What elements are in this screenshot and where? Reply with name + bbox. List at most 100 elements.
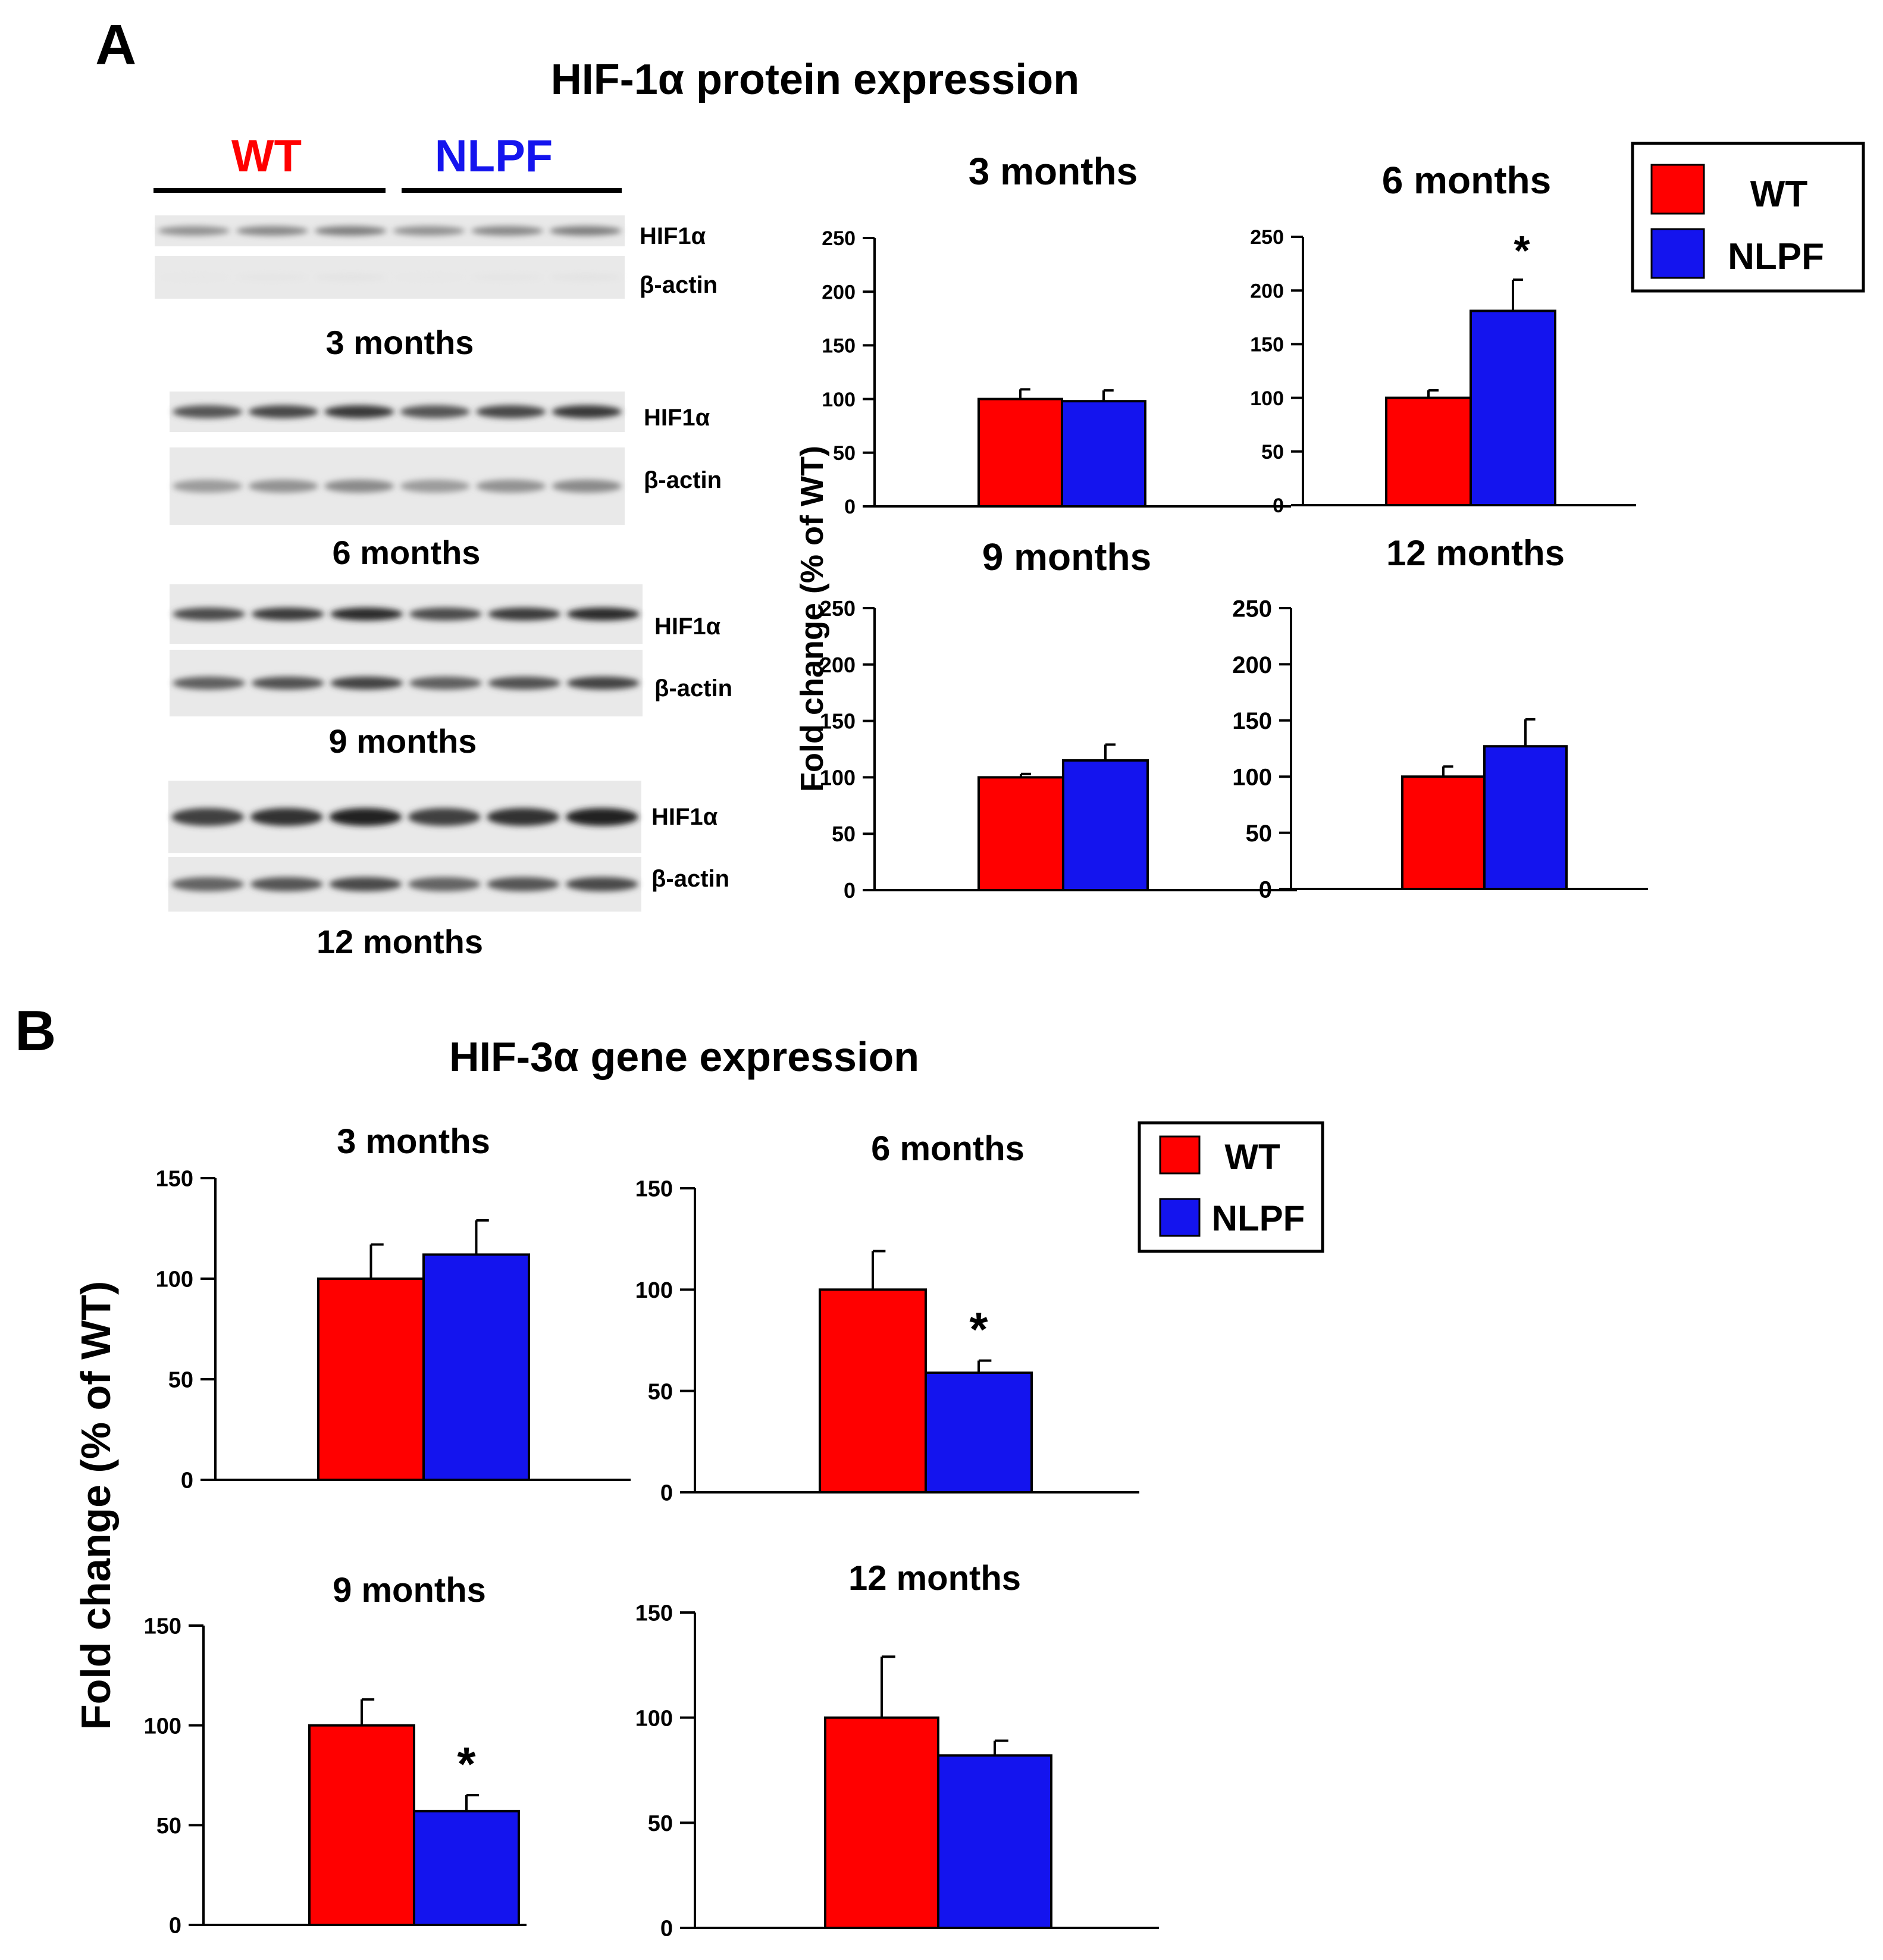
blot-band <box>488 677 561 690</box>
legend-b-nlpf-swatch <box>1159 1198 1201 1237</box>
y-tick-label: 50 <box>1246 821 1273 847</box>
y-tick-label: 150 <box>1250 334 1284 356</box>
bar-nlpf <box>422 1253 530 1481</box>
blot-band <box>393 226 465 236</box>
y-tick-label: 150 <box>820 709 856 734</box>
chart-b-4: 12 months 0 50 100 150 <box>635 1559 1159 1942</box>
y-tick-label: 100 <box>1250 387 1284 410</box>
chart-a-1: 3 months 0 50 100 150 200 250 <box>822 150 1291 518</box>
y-tick-label: 0 <box>660 1917 673 1942</box>
blot-strip-hif1a <box>168 781 641 853</box>
blot-band <box>324 480 394 493</box>
blot-band <box>476 405 546 418</box>
significance-star: * <box>1514 227 1530 274</box>
y-tick-label: 50 <box>833 442 856 465</box>
bar-nlpf <box>925 1372 1033 1494</box>
blot-band <box>330 608 403 621</box>
y-tick-label: 150 <box>144 1614 181 1639</box>
blot-3: HIF1α β-actin 9 months <box>170 584 732 760</box>
legend-a-wt-swatch <box>1650 164 1705 215</box>
y-tick-label: 200 <box>1250 280 1284 302</box>
chart-title: 3 months <box>969 150 1138 193</box>
y-tick-label: 250 <box>822 227 856 250</box>
significance-star: * <box>969 1303 988 1356</box>
y-tick-label: 50 <box>832 822 856 846</box>
blot-band <box>173 480 243 493</box>
blot-label-hif1a: HIF1α <box>644 405 710 431</box>
y-tick-label: 100 <box>822 389 856 411</box>
legend-a-nlpf-label: NLPF <box>1728 236 1824 277</box>
chart-b-3: 9 months * 0 50 100 150 <box>144 1571 527 1939</box>
y-tick-label: 0 <box>169 1914 181 1939</box>
blot-band <box>565 808 638 826</box>
blot-band <box>330 677 403 690</box>
y-tick-label: 100 <box>156 1267 193 1292</box>
blot-band <box>408 808 481 826</box>
blot-band <box>158 226 230 236</box>
y-tick-label: 50 <box>1261 441 1284 464</box>
y-tick-label: 0 <box>844 878 856 903</box>
blot-label-actin: β-actin <box>651 866 729 892</box>
blot-band <box>471 274 544 281</box>
panel-a-letter: A <box>95 13 136 77</box>
panel-b-ylabel: Fold change (% of WT) <box>73 1281 119 1730</box>
bar-wt <box>977 776 1064 892</box>
blot-band <box>487 808 560 826</box>
bar-nlpf <box>1061 400 1146 508</box>
y-tick-label: 100 <box>820 765 856 790</box>
blot-band <box>487 877 560 891</box>
blot-band <box>173 405 243 418</box>
panel-a-ylabel: Fold change (% of WT) <box>794 446 830 792</box>
significance-star: * <box>457 1737 476 1790</box>
blot-strip-actin <box>170 650 643 716</box>
blot-band <box>324 405 394 418</box>
blot-band <box>549 226 622 236</box>
chart-a-3: 9 months 0 50 100 150 200 250 <box>820 536 1297 903</box>
legend-b-nlpf-label: NLPF <box>1212 1198 1305 1238</box>
blot-band <box>393 274 465 281</box>
y-tick-label: 250 <box>820 596 856 621</box>
blot-band <box>488 608 561 621</box>
y-tick-label: 200 <box>822 281 856 303</box>
y-tick-label: 150 <box>822 335 856 358</box>
panel-b-letter: B <box>15 999 56 1063</box>
blot-band <box>329 808 402 826</box>
bar-wt <box>317 1278 425 1481</box>
blot-label-actin: β-actin <box>644 467 722 493</box>
y-tick-label: 200 <box>820 653 856 677</box>
blot-band <box>173 608 246 621</box>
y-tick-label: 50 <box>648 1811 673 1836</box>
blot-strip-hif1a <box>170 584 643 644</box>
y-tick-label: 150 <box>635 1601 673 1626</box>
blot-label-hif1a: HIF1α <box>651 804 718 830</box>
blot-band <box>251 608 324 621</box>
blot-label-actin: β-actin <box>640 272 718 298</box>
bar-nlpf <box>413 1809 520 1927</box>
bar-nlpf <box>1483 745 1568 890</box>
chart-title: 9 months <box>982 536 1151 578</box>
y-tick-label: 150 <box>156 1167 193 1192</box>
blot-strip-hif1a <box>155 215 625 246</box>
bar-wt <box>977 397 1063 508</box>
y-tick-label: 150 <box>1232 708 1272 734</box>
blot-label-hif1a: HIF1α <box>640 223 706 249</box>
bar-nlpf <box>1062 759 1149 891</box>
chart-a-4: 12 months 0 50 100 150 200 250 <box>1232 533 1648 903</box>
bar-wt <box>1385 396 1472 506</box>
blot-label-actin: β-actin <box>654 675 732 702</box>
panel-b-title: HIF-3α gene expression <box>449 1034 919 1080</box>
blot-band <box>400 480 470 493</box>
y-tick-label: 250 <box>1250 226 1284 249</box>
blot-band <box>250 808 323 826</box>
blot-1: HIF1α β-actin 3 months <box>155 215 718 361</box>
blot-band <box>173 677 246 690</box>
y-tick-label: 0 <box>660 1481 673 1506</box>
blot-band <box>566 608 640 621</box>
bar-wt <box>1401 775 1486 890</box>
chart-title: 12 months <box>848 1559 1021 1598</box>
blot-label-hif1a: HIF1α <box>654 613 721 640</box>
y-tick-label: 100 <box>144 1714 181 1739</box>
blot-band <box>400 405 470 418</box>
chart-title: 12 months <box>1386 533 1565 573</box>
